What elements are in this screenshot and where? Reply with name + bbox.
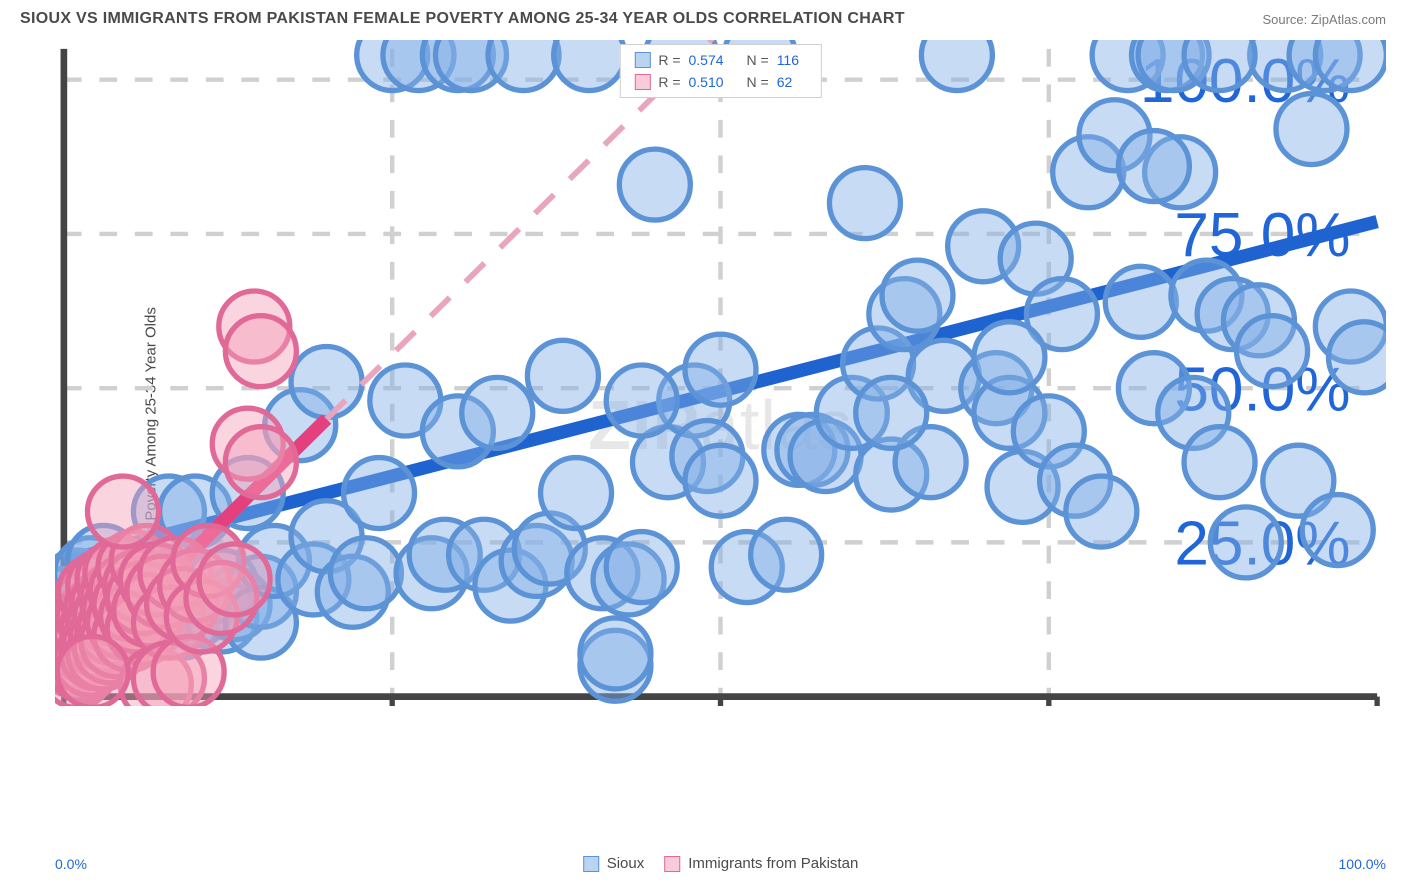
x-axis-start-label: 0.0% — [55, 856, 87, 872]
source-label: Source: ZipAtlas.com — [1262, 12, 1386, 27]
x-axis-end-label: 100.0% — [1339, 856, 1386, 872]
scatter-plot: 25.0%50.0%75.0%100.0% — [55, 40, 1386, 706]
chart-title: SIOUX VS IMMIGRANTS FROM PAKISTAN FEMALE… — [20, 10, 905, 28]
correlation-legend: R =0.574 N =116 R =0.510 N =62 — [619, 44, 821, 98]
series-legend: SiouxImmigrants from Pakistan — [583, 855, 859, 872]
chart-area: Female Poverty Among 25-34 Year Olds ZIP… — [55, 40, 1386, 842]
